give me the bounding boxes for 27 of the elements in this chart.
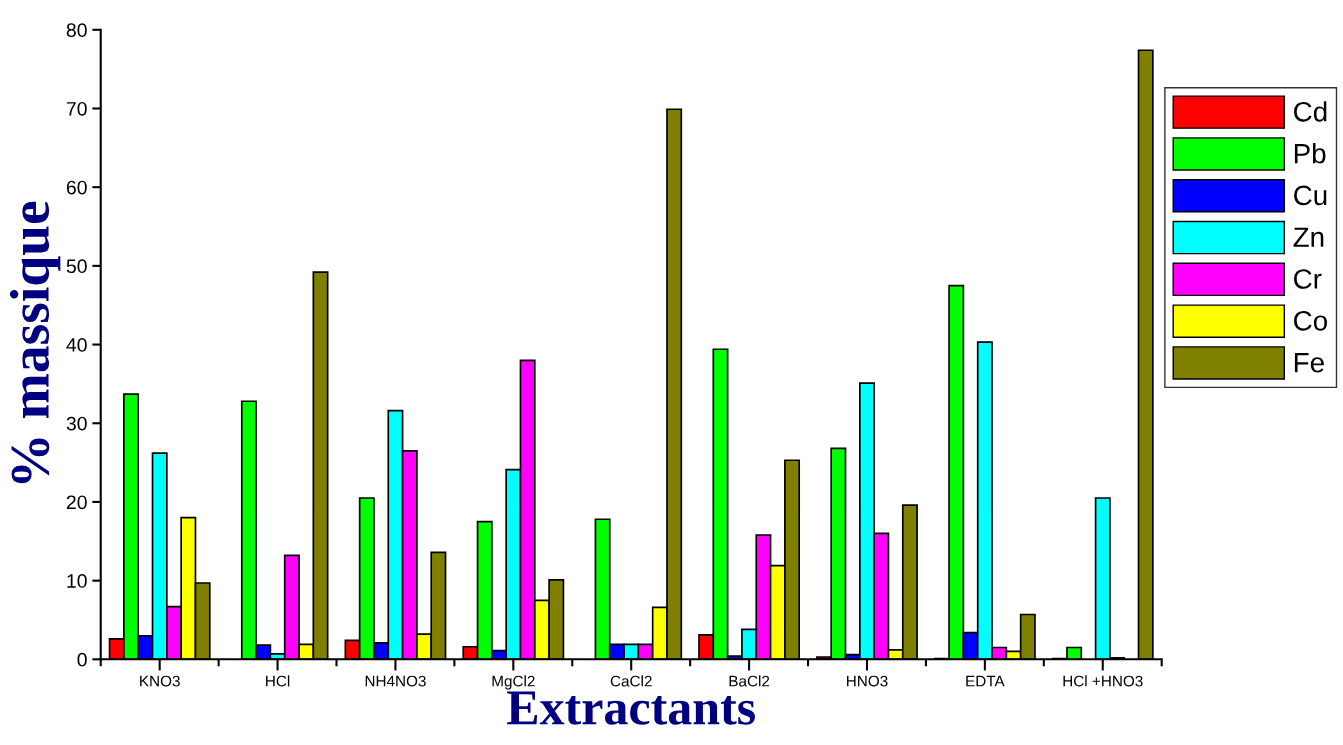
x-tick-label: MgCl2 [492, 675, 535, 690]
legend-label: Cd [1294, 101, 1327, 122]
x-tick-label: KNO3 [140, 675, 180, 687]
x-tick-label: HCl [266, 675, 290, 687]
x-tick-label: HNO3 [847, 675, 888, 687]
y-tick-label: 0 [77, 652, 87, 667]
legend-label: Cu [1294, 185, 1327, 206]
legend-label: Zn [1293, 227, 1324, 247]
legend-label: Pb [1294, 143, 1326, 164]
legend-label: Cr [1294, 269, 1322, 289]
y-tick-label: 50 [66, 259, 87, 274]
x-tick-label: BaCl2 [729, 675, 770, 687]
legend-label: Fe [1294, 353, 1324, 373]
x-axis-title: Extractants [507, 691, 755, 725]
y-tick-label: 30 [66, 416, 87, 431]
y-tick-label: 70 [66, 101, 87, 116]
legend-label: Co [1294, 310, 1327, 331]
y-tick-label: 60 [66, 180, 87, 195]
x-tick-label: HCl +HNO3 [1063, 675, 1143, 687]
x-tick-label: CaCl2 [610, 675, 652, 687]
y-tick-label: 40 [66, 338, 87, 352]
y-tick-label: 10 [67, 574, 87, 588]
y-tick-label: 20 [66, 495, 87, 510]
x-tick-label: EDTA [966, 675, 1005, 687]
x-tick-label: NH4NO3 [365, 675, 426, 687]
y-axis-title: % massique [9, 201, 61, 484]
y-tick-label: 80 [66, 23, 87, 38]
